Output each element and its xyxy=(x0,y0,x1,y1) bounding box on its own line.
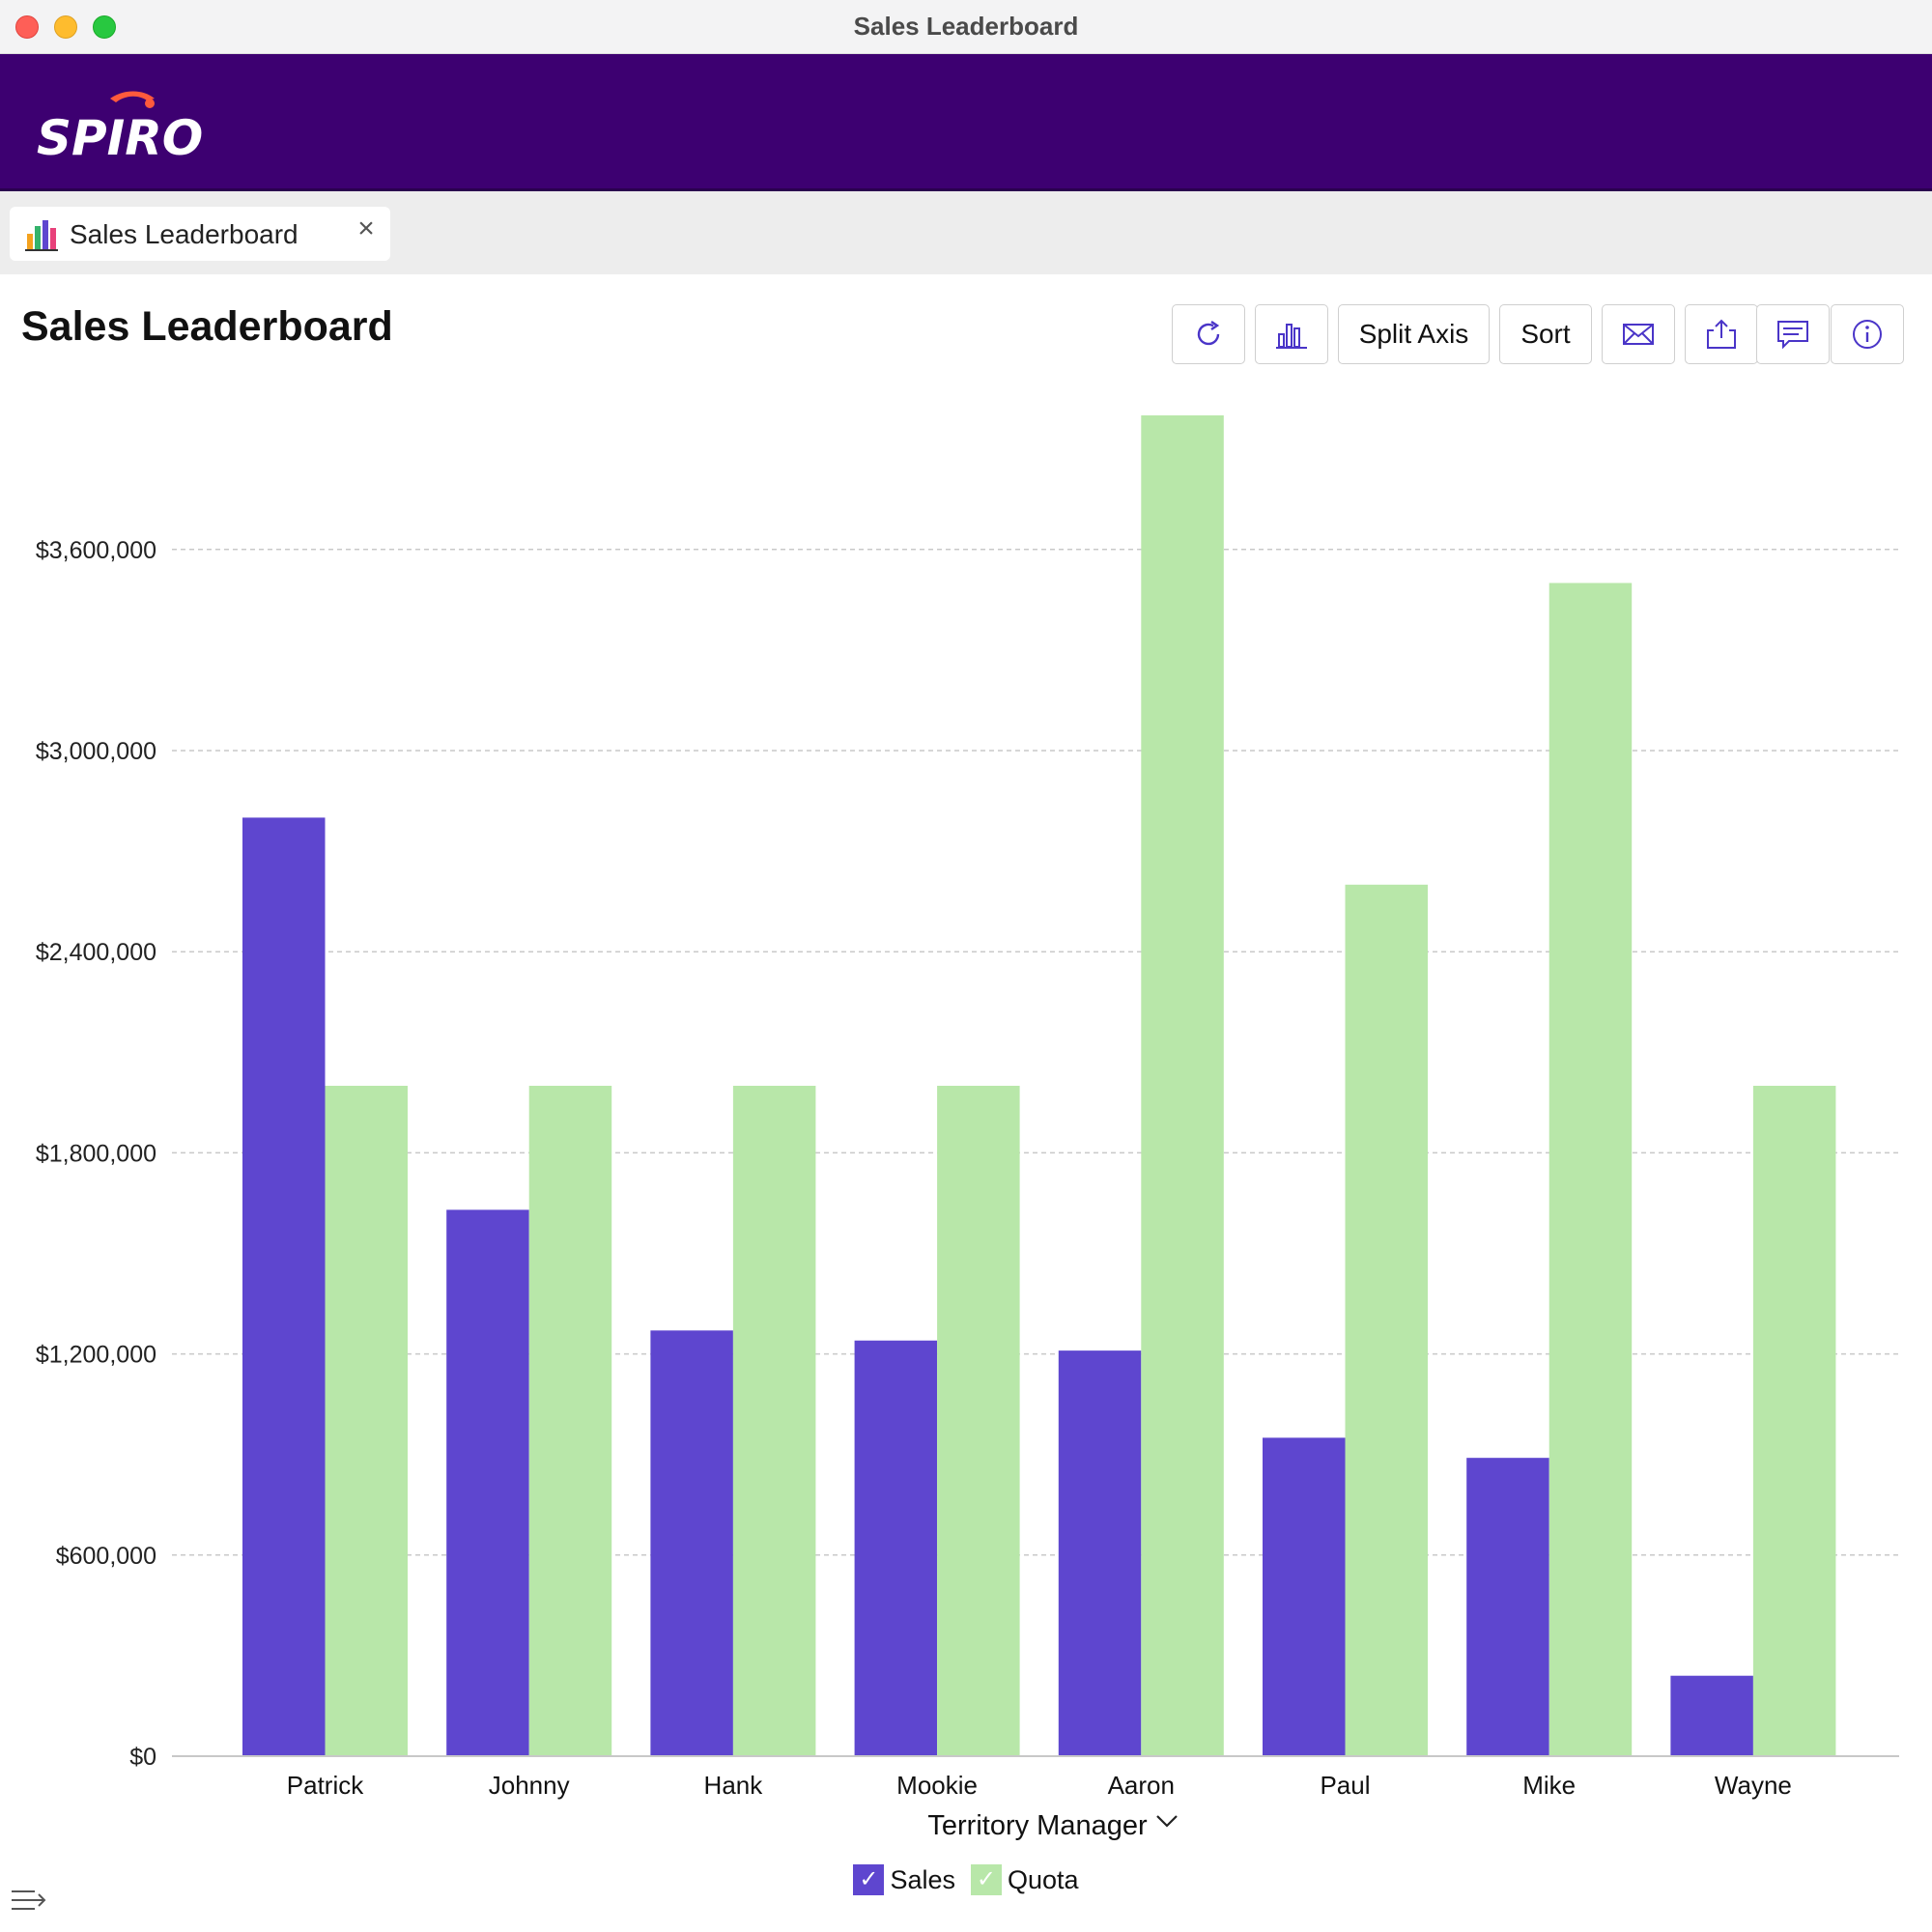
brand-header: SPIRO xyxy=(0,54,1932,191)
bar-chart-icon xyxy=(1276,324,1307,349)
x-tick-label: Paul xyxy=(1320,1771,1370,1800)
chart-legend: ✓ Sales ✓ Quota xyxy=(0,1862,1932,1897)
split-axis-button[interactable]: Split Axis xyxy=(1338,304,1490,364)
spiro-logo[interactable]: SPIRO xyxy=(35,87,218,164)
email-button[interactable] xyxy=(1602,304,1675,364)
bar-sales-patrick[interactable] xyxy=(242,817,326,1756)
y-tick-label: $1,200,000 xyxy=(36,1342,156,1369)
close-window-button[interactable] xyxy=(15,15,39,39)
y-tick-label: $3,000,000 xyxy=(36,738,156,765)
x-tick-label: Aaron xyxy=(1108,1771,1175,1800)
chevron-down-icon[interactable] xyxy=(1156,1815,1178,1828)
x-tick-label: Johnny xyxy=(489,1771,570,1800)
bar-quota-aaron[interactable] xyxy=(1141,415,1224,1756)
bar-quota-mike[interactable] xyxy=(1548,582,1633,1757)
tab-strip: Sales Leaderboard × xyxy=(0,191,1932,274)
legend-label-quota: Quota xyxy=(1007,1864,1079,1894)
bar-sales-aaron[interactable] xyxy=(1058,1350,1142,1756)
legend-item-sales[interactable]: ✓ Sales xyxy=(853,1864,955,1895)
window-titlebar: Sales Leaderboard xyxy=(0,0,1932,54)
x-tick-label: Hank xyxy=(704,1771,764,1800)
zoom-window-button[interactable] xyxy=(93,15,116,39)
export-button[interactable] xyxy=(1685,304,1758,364)
bar-quota-wayne[interactable] xyxy=(1752,1086,1836,1756)
legend-item-quota[interactable]: ✓ Quota xyxy=(970,1864,1079,1895)
x-tick-label: Mike xyxy=(1522,1771,1576,1800)
y-tick-label: $600,000 xyxy=(56,1543,156,1570)
refresh-icon xyxy=(1197,321,1220,346)
bar-sales-hank[interactable] xyxy=(650,1330,733,1756)
x-tick-label: Mookie xyxy=(896,1771,978,1800)
bar-sales-wayne[interactable] xyxy=(1670,1675,1753,1756)
bar-sales-mookie[interactable] xyxy=(854,1340,938,1756)
y-tick-label: $1,800,000 xyxy=(36,1140,156,1167)
x-tick-label: Patrick xyxy=(287,1771,364,1800)
legend-checkbox-quota[interactable]: ✓ xyxy=(970,1864,1002,1895)
bar-quota-paul[interactable] xyxy=(1345,884,1429,1756)
bar-quota-patrick[interactable] xyxy=(325,1086,409,1756)
info-icon xyxy=(1853,320,1882,349)
x-axis-title[interactable]: Territory Manager xyxy=(927,1810,1148,1841)
y-tick-label: $3,600,000 xyxy=(36,537,156,564)
minimize-window-button[interactable] xyxy=(54,15,77,39)
bar-sales-johnny[interactable] xyxy=(446,1209,529,1756)
tab-label: Sales Leaderboard xyxy=(70,219,298,249)
bar-quota-hank[interactable] xyxy=(732,1086,816,1756)
bar-sales-paul[interactable] xyxy=(1263,1437,1346,1756)
y-tick-label: $2,400,000 xyxy=(36,939,156,966)
x-tick-label: Wayne xyxy=(1715,1771,1792,1800)
logo-text: SPIRO xyxy=(37,110,203,164)
sort-button[interactable]: Sort xyxy=(1499,304,1592,364)
bar-quota-mookie[interactable] xyxy=(937,1086,1020,1756)
bar-quota-johnny[interactable] xyxy=(528,1086,612,1756)
legend-label-sales: Sales xyxy=(890,1864,955,1894)
envelope-icon xyxy=(1623,324,1654,345)
share-icon xyxy=(1707,319,1736,349)
tab-sales-leaderboard[interactable]: Sales Leaderboard × xyxy=(10,207,390,261)
window-title: Sales Leaderboard xyxy=(853,12,1079,41)
chart-type-button[interactable] xyxy=(1255,304,1328,364)
refresh-button[interactable] xyxy=(1172,304,1245,364)
page-title: Sales Leaderboard xyxy=(21,303,393,350)
y-tick-label: $0 xyxy=(129,1744,156,1771)
info-button[interactable] xyxy=(1831,304,1904,364)
collapse-menu-icon[interactable] xyxy=(10,1886,48,1915)
bar-sales-mike[interactable] xyxy=(1466,1458,1549,1756)
bar-chart-color-icon xyxy=(25,220,58,251)
legend-checkbox-sales[interactable]: ✓ xyxy=(853,1864,885,1895)
comment-button[interactable] xyxy=(1756,304,1830,364)
tab-close-icon[interactable]: × xyxy=(357,213,375,244)
comment-icon xyxy=(1777,321,1808,350)
